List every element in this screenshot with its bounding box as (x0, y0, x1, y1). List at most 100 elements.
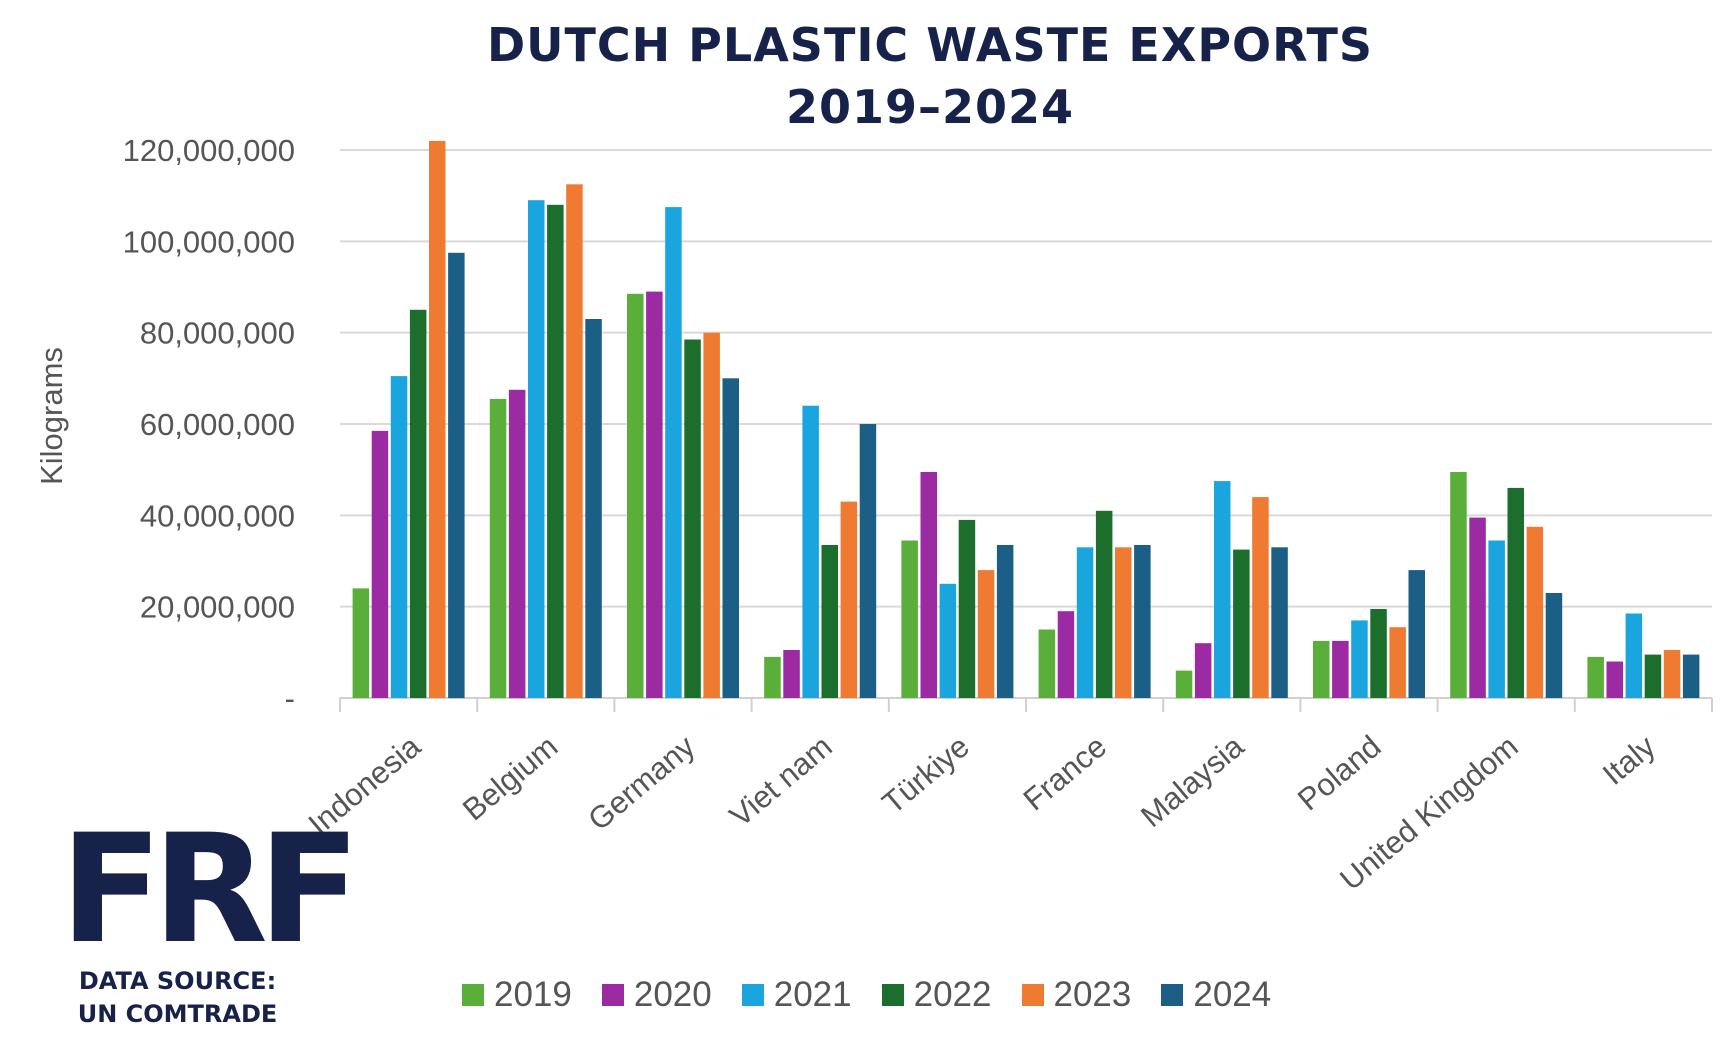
bar-2024 (859, 424, 877, 698)
legend-label: 2022 (913, 975, 992, 1014)
legend-item: 2020 (601, 975, 712, 1015)
axes (339, 697, 1713, 712)
bar-2020 (371, 430, 389, 698)
bar-2019 (764, 656, 781, 698)
y-tick-label: 20,000,000 (140, 590, 295, 625)
x-category-label: Türkiye (876, 729, 976, 821)
bar-2021 (665, 207, 682, 698)
bar-2023 (977, 570, 995, 698)
bar-2022 (1095, 510, 1113, 698)
legend-item: 2021 (741, 975, 852, 1015)
chart-title-line2: 2019–2024 (785, 80, 1075, 134)
bar-2024 (996, 545, 1014, 698)
bar-2020 (646, 291, 663, 698)
bar-2020 (1057, 611, 1075, 698)
bar-2020 (783, 650, 800, 698)
data-source-line2: UN COMTRADE (77, 1000, 278, 1028)
x-category-label: Poland (1291, 729, 1387, 818)
bar-2019 (1587, 656, 1604, 698)
bar-2020 (1469, 517, 1486, 698)
bar-2022 (684, 339, 701, 698)
bar-2024 (585, 319, 602, 698)
gridlines (340, 149, 1712, 608)
bar-2022 (821, 545, 838, 698)
bar-2024 (1682, 654, 1700, 698)
chart-title-line1: DUTCH PLASTIC WASTE EXPORTS (487, 18, 1373, 72)
legend-item: 2022 (881, 975, 992, 1015)
bar-2019 (1175, 670, 1193, 698)
legend-label: 2024 (1193, 975, 1272, 1014)
legend-swatch (462, 984, 484, 1006)
legend-item: 2023 (1021, 975, 1132, 1015)
bar-2023 (429, 140, 446, 698)
bar-2024 (1545, 593, 1563, 698)
y-tick-label: 120,000,000 (123, 133, 295, 168)
bar-2019 (489, 398, 507, 698)
y-axis-title: Kilograms (34, 347, 69, 485)
bar-2021 (1488, 540, 1505, 698)
x-category-label: Germany (581, 728, 702, 837)
legend-swatch (881, 984, 904, 1006)
bar-2024 (1271, 547, 1288, 698)
legend-label: 2019 (494, 975, 572, 1014)
y-tick-label: 80,000,000 (140, 316, 295, 351)
bar-2020 (920, 472, 937, 698)
bar-2021 (390, 376, 408, 698)
bar-2021 (1351, 620, 1368, 698)
bar-2024 (448, 252, 465, 699)
legend-label: 2021 (773, 975, 852, 1014)
frf-logo: FRF DATA SOURCE: UN COMTRADE (60, 803, 360, 1031)
x-category-label: Malaysia (1134, 728, 1251, 834)
bar-2020 (508, 389, 526, 699)
bar-2019 (627, 293, 644, 698)
legend-label: 2023 (1053, 975, 1132, 1014)
logo-mark: FRF (60, 803, 360, 977)
bar-2019 (352, 588, 370, 698)
bar-2020 (1332, 640, 1349, 698)
bar-2019 (1313, 640, 1330, 698)
bar-2022 (1507, 487, 1524, 698)
bar-2022 (547, 204, 564, 699)
legend-label: 2020 (633, 975, 712, 1014)
legend-swatch (1161, 984, 1184, 1006)
x-category-label: Viet nam (723, 729, 839, 834)
y-tick-label: - (285, 681, 295, 716)
bar-2020 (1606, 661, 1623, 698)
bar-2023 (1389, 627, 1406, 698)
x-category-label: Belgium (456, 729, 564, 828)
bar-2024 (722, 378, 739, 698)
legend-swatch (601, 984, 624, 1006)
data-source-line1: DATA SOURCE: (78, 967, 277, 995)
bar-2023 (1252, 497, 1269, 698)
x-category-label: Italy (1596, 728, 1662, 792)
bar-2023 (1115, 547, 1132, 698)
y-tick-label: 60,000,000 (140, 407, 295, 442)
bar-2021 (802, 405, 819, 698)
bar-2020 (1194, 643, 1212, 698)
bar-2024 (1134, 545, 1151, 698)
bars (352, 140, 1700, 699)
y-tick-label: 40,000,000 (140, 498, 295, 533)
legend-item: 2024 (1161, 975, 1271, 1015)
bar-2022 (1644, 654, 1662, 698)
legend-item: 2019 (462, 975, 572, 1015)
bar-2021 (528, 200, 545, 698)
bar-2021 (1214, 481, 1231, 698)
bar-2023 (566, 184, 583, 699)
bar-2022 (1233, 549, 1250, 698)
bar-2022 (958, 519, 976, 698)
bar-2024 (1408, 570, 1425, 698)
legend-swatch (1021, 984, 1044, 1006)
bar-2022 (1370, 609, 1387, 698)
bar-2023 (703, 332, 720, 698)
bar-2021 (1625, 613, 1643, 698)
bar-2023 (840, 501, 858, 698)
bar-2022 (409, 309, 427, 698)
y-tick-label: 100,000,000 (123, 224, 295, 259)
bar-2021 (1076, 547, 1094, 698)
bar-2019 (1038, 629, 1056, 698)
legend: 2019 2020 2021 2022 2023 2024 (462, 972, 1301, 1018)
bar-2019 (901, 540, 918, 698)
x-category-label: France (1017, 729, 1113, 818)
